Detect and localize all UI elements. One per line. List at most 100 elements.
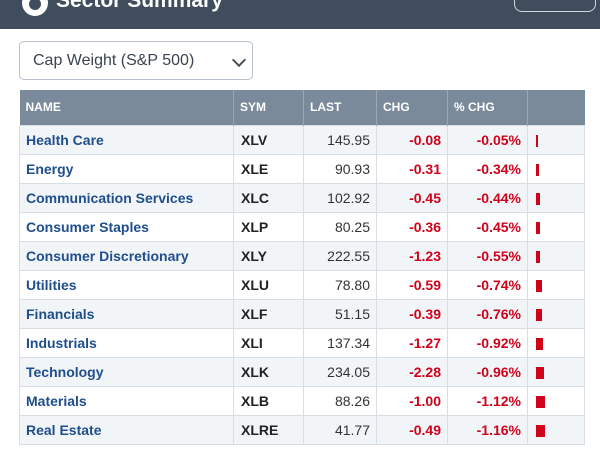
dropdown-selected-value: Cap Weight (S&P 500) (33, 52, 195, 69)
symbol-cell: XLC (233, 182, 304, 212)
percent-change-cell: -0.92% (447, 327, 528, 357)
change-cell: -0.08 (376, 124, 448, 154)
change-bar-cell (527, 298, 585, 328)
change-bar-cell (527, 385, 585, 415)
change-cell: -0.49 (376, 414, 448, 445)
table-row[interactable]: Consumer Discretionary XLY 222.55 -1.23 -0.5… (19, 240, 585, 270)
sector-summary-table: NAME SYM LAST CHG % CHG Health Care XLV 14… (19, 90, 585, 445)
change-bar-cell (527, 124, 585, 154)
percent-change-cell: -0.05% (447, 124, 528, 154)
table-row[interactable]: Utilities XLU 78.80 -0.59 -0.74% (19, 269, 585, 299)
change-cell: -1.00 (376, 385, 448, 415)
symbol-cell: XLY (233, 240, 304, 270)
change-bar (536, 395, 545, 408)
top-bar: Sector Summary (0, 0, 600, 29)
last-price-cell: 88.26 (303, 385, 377, 415)
sector-name-link[interactable]: Energy (19, 153, 234, 183)
percent-change-cell: -0.55% (447, 240, 528, 270)
sector-name-link[interactable]: Consumer Staples (19, 211, 234, 241)
symbol-cell: XLE (233, 153, 304, 183)
last-price-cell: 222.55 (303, 240, 377, 270)
symbol-cell: XLF (233, 298, 304, 328)
column-header-sym[interactable]: SYM (233, 90, 304, 125)
last-price-cell: 234.05 (303, 356, 377, 386)
header-button[interactable] (514, 0, 596, 12)
last-price-cell: 80.25 (303, 211, 377, 241)
last-price-cell: 145.95 (303, 124, 377, 154)
last-price-cell: 41.77 (303, 414, 377, 445)
table-row[interactable]: Communication Services XLC 102.92 -0.45 -0.4… (19, 182, 585, 212)
sector-name-link[interactable]: Real Estate (19, 414, 234, 445)
percent-change-cell: -1.12% (447, 385, 528, 415)
column-header-name[interactable]: NAME (19, 90, 234, 125)
change-cell: -0.45 (376, 182, 448, 212)
sector-name-link[interactable]: Consumer Discretionary (19, 240, 234, 270)
logo-icon (22, 0, 48, 16)
change-bar (536, 366, 544, 379)
sector-name-link[interactable]: Utilities (19, 269, 234, 299)
sector-name-link[interactable]: Communication Services (19, 182, 234, 212)
column-header-chg[interactable]: CHG (376, 90, 448, 125)
percent-change-cell: -0.96% (447, 356, 528, 386)
change-cell: -0.39 (376, 298, 448, 328)
change-bar-cell (527, 182, 585, 212)
table-row[interactable]: Industrials XLI 137.34 -1.27 -0.92% (19, 327, 585, 357)
change-bar-cell (527, 327, 585, 357)
symbol-cell: XLU (233, 269, 304, 299)
percent-change-cell: -0.74% (447, 269, 528, 299)
symbol-cell: XLI (233, 327, 304, 357)
symbol-cell: XLK (233, 356, 304, 386)
change-cell: -1.23 (376, 240, 448, 270)
symbol-cell: XLV (233, 124, 304, 154)
change-bar-cell (527, 211, 585, 241)
sector-name-link[interactable]: Financials (19, 298, 234, 328)
table-row[interactable]: Financials XLF 51.15 -0.39 -0.76% (19, 298, 585, 328)
change-bar (536, 250, 540, 263)
change-bar-cell (527, 153, 585, 183)
column-header-pct-chg[interactable]: % CHG (447, 90, 528, 125)
change-cell: -0.31 (376, 153, 448, 183)
change-bar (536, 192, 540, 205)
last-price-cell: 51.15 (303, 298, 377, 328)
percent-change-cell: -0.45% (447, 211, 528, 241)
table-row[interactable]: Health Care XLV 145.95 -0.08 -0.05% (19, 124, 585, 154)
table-row[interactable]: Materials XLB 88.26 -1.00 -1.12% (19, 385, 585, 415)
last-price-cell: 137.34 (303, 327, 377, 357)
change-bar (536, 308, 542, 321)
change-bar (536, 337, 543, 350)
sector-name-link[interactable]: Industrials (19, 327, 234, 357)
percent-change-cell: -1.16% (447, 414, 528, 445)
percent-change-cell: -0.34% (447, 153, 528, 183)
column-header-last[interactable]: LAST (303, 90, 377, 125)
table-row[interactable]: Technology XLK 234.05 -2.28 -0.96% (19, 356, 585, 386)
last-price-cell: 78.80 (303, 269, 377, 299)
sector-name-link[interactable]: Health Care (19, 124, 234, 154)
table-header-row: NAME SYM LAST CHG % CHG (19, 90, 585, 125)
change-cell: -1.27 (376, 327, 448, 357)
symbol-cell: XLRE (233, 414, 304, 445)
change-bar (536, 163, 539, 176)
symbol-cell: XLP (233, 211, 304, 241)
change-cell: -0.59 (376, 269, 448, 299)
table-row[interactable]: Real Estate XLRE 41.77 -0.49 -1.16% (19, 414, 585, 445)
chevron-down-icon (231, 52, 247, 68)
table-row[interactable]: Energy XLE 90.93 -0.31 -0.34% (19, 153, 585, 183)
change-bar-cell (527, 240, 585, 270)
last-price-cell: 90.93 (303, 153, 377, 183)
last-price-cell: 102.92 (303, 182, 377, 212)
sector-name-link[interactable]: Materials (19, 385, 234, 415)
column-header-bar (527, 90, 585, 125)
weighting-dropdown[interactable]: Cap Weight (S&P 500) (19, 41, 253, 80)
change-bar (536, 221, 540, 234)
change-bar (536, 279, 542, 292)
symbol-cell: XLB (233, 385, 304, 415)
change-bar-cell (527, 356, 585, 386)
change-cell: -2.28 (376, 356, 448, 386)
sector-name-link[interactable]: Technology (19, 356, 234, 386)
change-cell: -0.36 (376, 211, 448, 241)
change-bar (536, 134, 538, 147)
change-bar-cell (527, 269, 585, 299)
page-title: Sector Summary (56, 0, 223, 12)
percent-change-cell: -0.44% (447, 182, 528, 212)
table-row[interactable]: Consumer Staples XLP 80.25 -0.36 -0.45% (19, 211, 585, 241)
